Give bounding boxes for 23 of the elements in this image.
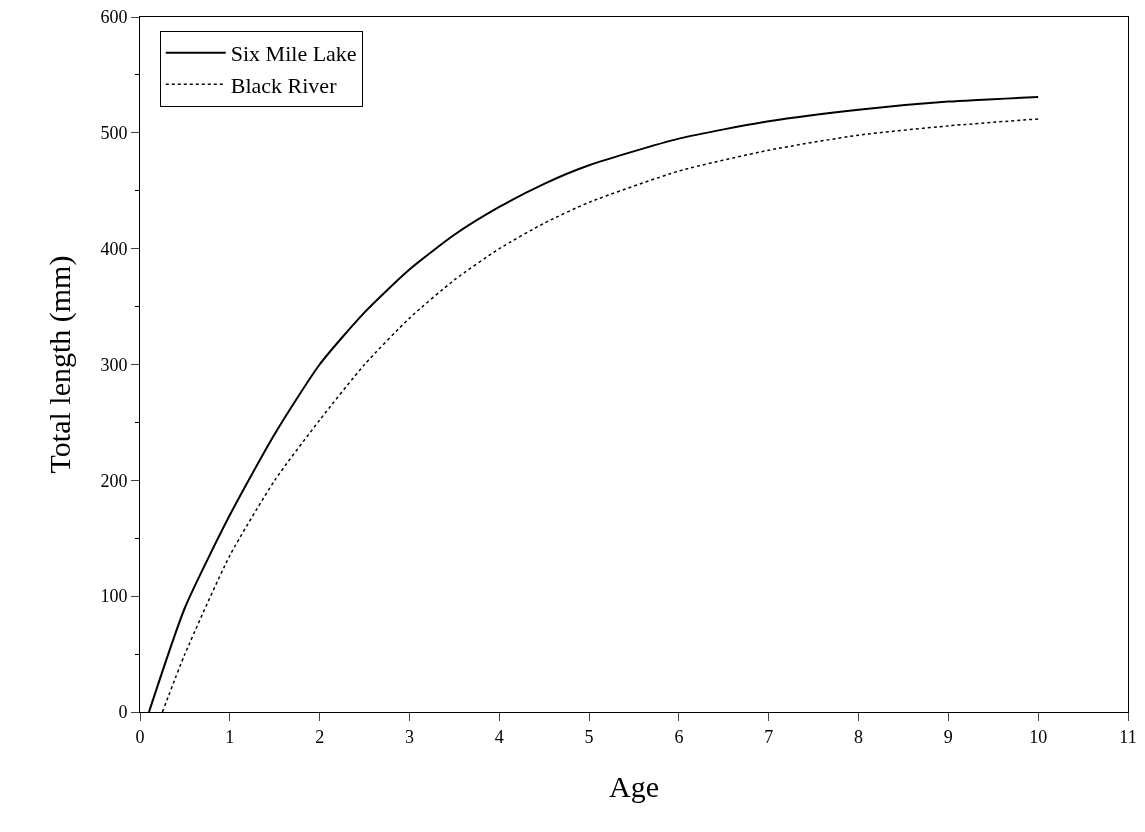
x-axis-title: Age	[609, 770, 659, 804]
x-tick-label: 5	[584, 726, 594, 747]
x-tick-label: 9	[943, 726, 953, 747]
y-tick-label: 500	[100, 123, 128, 144]
y-tick-label: 100	[100, 586, 128, 607]
y-tick-label: 300	[100, 354, 128, 375]
y-tick-label: 0	[118, 702, 128, 723]
x-tick-label: 4	[494, 726, 504, 747]
x-tick-label: 1	[225, 726, 235, 747]
x-tick-label: 0	[135, 726, 145, 747]
y-tick-label: 200	[100, 470, 128, 491]
y-axis-title: Total length (mm)	[43, 255, 78, 474]
x-tick-label: 7	[764, 726, 774, 747]
x-tick-label: 6	[674, 726, 684, 747]
y-tick-label: 600	[100, 7, 128, 28]
legend-label: Black River	[230, 72, 338, 98]
x-tick-label: 8	[854, 726, 864, 747]
y-tick-label: 400	[100, 238, 128, 259]
x-tick-label: 2	[315, 726, 325, 747]
x-tick-label: 10	[1029, 726, 1048, 747]
legend-label: Six Mile Lake	[230, 41, 357, 67]
x-tick-label: 11	[1119, 726, 1137, 747]
x-tick-label: 3	[404, 726, 414, 747]
